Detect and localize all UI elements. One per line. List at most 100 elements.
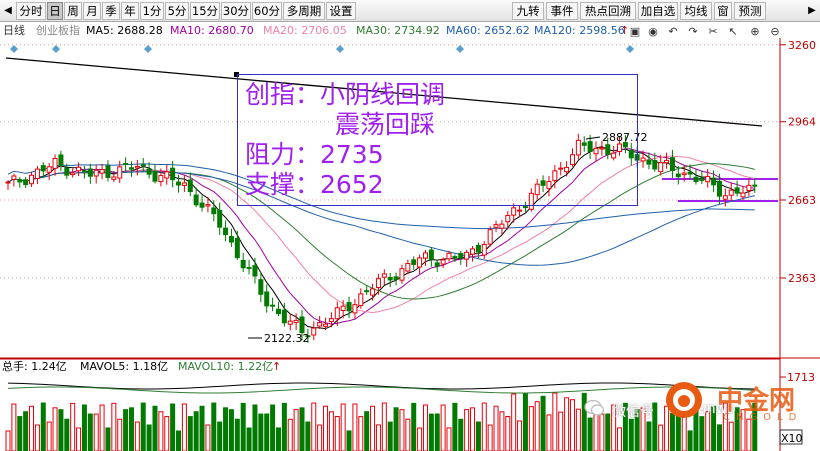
high-pointer [585, 136, 601, 140]
candle-body [287, 320, 293, 325]
candle-body [252, 265, 258, 277]
volume-bar [5, 430, 11, 451]
candle-body [487, 229, 493, 245]
candle-body [669, 157, 675, 171]
ma10-value: MA10: 2680.70 [170, 24, 254, 37]
volume-bar [258, 413, 264, 451]
zoom-out-icon[interactable]: ⊖ [770, 25, 780, 38]
volume-bar [99, 404, 105, 451]
period-button-0[interactable]: 分时 [16, 2, 46, 20]
pointer-icon[interactable]: ↖ [728, 25, 738, 38]
period-button-2[interactable]: 周 [64, 2, 82, 20]
kline-chart[interactable]: 3260 2964 2663 2363 1713 X10 2887.72 2122.32 [0, 38, 820, 451]
eye-icon[interactable]: ◉ [648, 25, 658, 38]
redo-icon[interactable]: ↷ [688, 25, 698, 38]
volume-up-arrow-icon[interactable]: ↑ [272, 360, 282, 373]
volume-unit-box [779, 429, 803, 445]
candle-body [470, 248, 476, 255]
scroll-right-icon[interactable]: ▶ [808, 5, 816, 16]
candle-body [364, 290, 370, 293]
candle-body [346, 302, 352, 312]
scroll-up-arrow-icon[interactable]: ↑ [620, 24, 630, 37]
volume-bar [70, 402, 76, 451]
volume-bar [128, 407, 134, 451]
volume-bar [34, 424, 40, 451]
period-button-3[interactable]: 月 [83, 2, 101, 20]
ma60-value: MA60: 2652.62 [446, 24, 530, 37]
candle-body [411, 259, 417, 265]
price-tick-label-2: 2663 [788, 194, 816, 207]
candle-body [387, 276, 393, 281]
volume-bar [558, 411, 564, 451]
volume-bar [599, 413, 605, 451]
candle-body [76, 166, 82, 172]
volume-bar [687, 430, 693, 451]
event-marker-3 [336, 45, 344, 53]
candle-body [752, 184, 758, 187]
candle-body [281, 309, 287, 324]
volume-bar [270, 404, 276, 451]
period-button-1[interactable]: 日 [47, 2, 63, 20]
tool-button-2[interactable]: 热点回溯 [580, 2, 636, 20]
volume-bar [552, 392, 558, 451]
annotation-box[interactable] [237, 74, 638, 206]
resistance-trendline [5, 57, 763, 127]
volume-bar [470, 407, 476, 451]
tool-button-0[interactable]: 九转 [512, 2, 544, 20]
candle-body [728, 189, 734, 196]
zoom-in-icon[interactable]: ⊕ [750, 25, 760, 38]
tool-button-4[interactable]: 均线 [680, 2, 712, 20]
volume-bar [428, 413, 434, 451]
volume-bar [569, 399, 575, 451]
period-button-11[interactable]: 多周期 [283, 2, 325, 20]
ma-indicator-bar: 日线 创业板指 MA5: 2688.28 MA10: 2680.70 MA20:… [0, 23, 820, 38]
candle-body [46, 166, 52, 173]
candle-body [452, 256, 458, 259]
chart-settings-icon[interactable]: ▣ [629, 25, 641, 38]
period-button-8[interactable]: 15分 [190, 2, 220, 20]
period-button-4[interactable]: 季 [102, 2, 120, 20]
volume-bar [199, 405, 205, 451]
scroll-left-icon[interactable]: ◀ [4, 5, 12, 16]
candle-body [228, 236, 234, 243]
volume-axis-top: 1713 [787, 371, 815, 384]
period-button-9[interactable]: 30分 [221, 2, 251, 20]
labels: 3260 2964 2663 2363 1713 X10 2887.72 2122.32 [248, 39, 816, 445]
candle-body [552, 170, 558, 182]
candle-body [422, 252, 428, 259]
candle-body [234, 237, 240, 259]
volume-bar [481, 402, 487, 451]
tool-button-5[interactable]: 窗 [714, 2, 732, 20]
candle-body [5, 181, 11, 184]
volume-bar [58, 409, 64, 451]
tool-button-1[interactable]: 事件 [546, 2, 578, 20]
tool-button-6[interactable]: 预测 [734, 2, 766, 20]
period-button-5[interactable]: 年 [121, 2, 139, 20]
ma120-value: MA120: 2598.56 [534, 24, 625, 37]
volume-bar [252, 404, 258, 451]
volume-bar [11, 403, 17, 451]
tool-button-3[interactable]: 加自选 [638, 2, 678, 20]
volume-bar [23, 411, 29, 451]
candle-body [93, 169, 99, 177]
candle-body [746, 184, 752, 192]
volume-bar [517, 420, 523, 451]
candle-body [493, 224, 499, 228]
period-button-6[interactable]: 1分 [140, 2, 164, 20]
event-marker-1 [52, 45, 60, 53]
candle-body [399, 268, 405, 281]
undo-icon[interactable]: ↶ [668, 25, 678, 38]
period-button-12[interactable]: 设置 [326, 2, 356, 20]
candle-body [569, 154, 575, 166]
volume-bar [76, 427, 82, 451]
candle-body [434, 262, 440, 267]
candle-body [381, 273, 387, 278]
period-button-10[interactable]: 60分 [252, 2, 282, 20]
period-button-7[interactable]: 5分 [165, 2, 189, 20]
candle-body [440, 259, 446, 265]
high-price-label: 2887.72 [602, 131, 648, 144]
candle-body [181, 182, 187, 186]
candle-body [146, 168, 152, 175]
scissors-icon[interactable]: ✂ [708, 25, 718, 38]
volume-bar [205, 424, 211, 451]
